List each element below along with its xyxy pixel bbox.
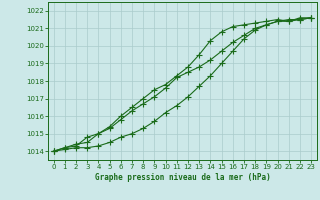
X-axis label: Graphe pression niveau de la mer (hPa): Graphe pression niveau de la mer (hPa) <box>94 173 270 182</box>
